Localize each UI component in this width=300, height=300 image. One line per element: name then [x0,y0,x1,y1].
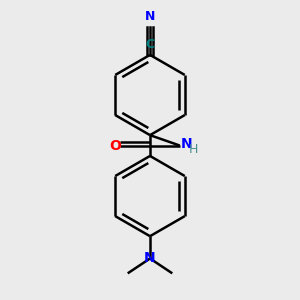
Text: C: C [146,38,154,51]
Text: H: H [189,143,199,156]
Text: N: N [145,10,155,23]
Text: N: N [144,251,156,266]
Text: N: N [181,137,193,152]
Text: O: O [109,139,121,152]
